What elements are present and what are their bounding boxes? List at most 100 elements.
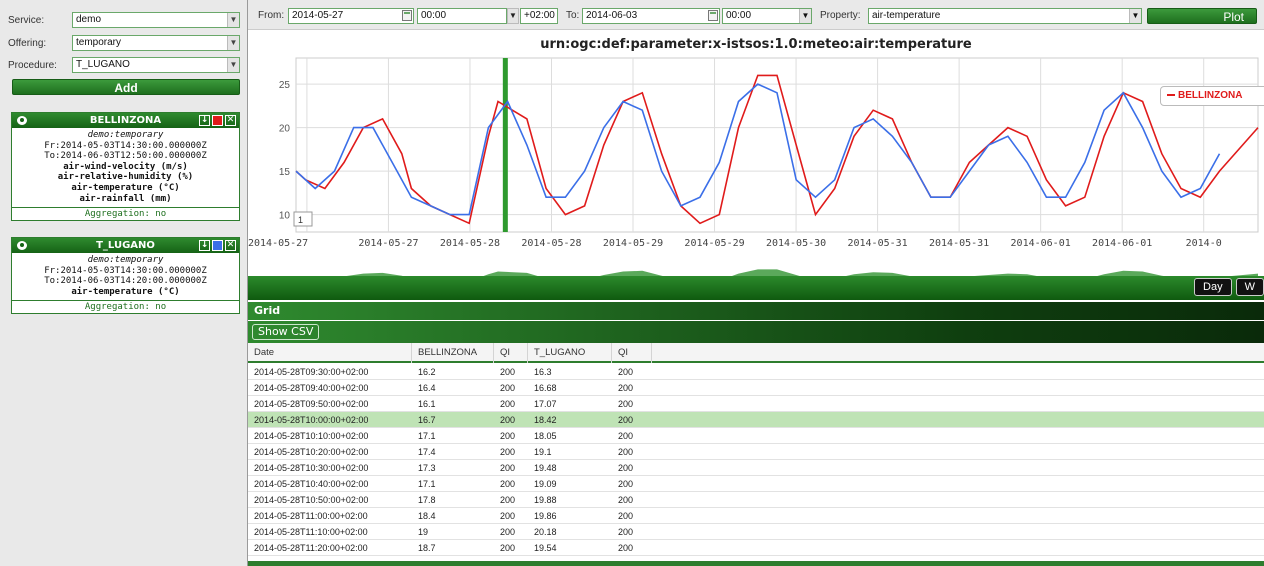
table-row[interactable]: 2014-05-28T10:20:00+02:00 17.4 200 19.1 200 xyxy=(248,444,1264,460)
table-cell: 16.3 xyxy=(534,367,552,377)
chart-area[interactable]: 10 15 20 25 2014-05-27 2014-05-27 2014-05-28 20… xyxy=(248,30,1264,282)
table-cell: 200 xyxy=(618,527,634,537)
card-body: demo:temporary Fr:2014-05-03T14:30:00.00… xyxy=(12,128,239,207)
service-label: Service: xyxy=(8,14,45,26)
period-week-button[interactable]: W xyxy=(1235,278,1264,296)
table-cell: 16.4 xyxy=(418,383,436,393)
table-cell: 17.4 xyxy=(418,447,436,457)
color-swatch[interactable] xyxy=(212,240,223,251)
table-row[interactable]: 2014-05-28T09:50:00+02:00 16.1 200 17.07 200 xyxy=(248,396,1264,412)
from-time-value: 00:00 xyxy=(421,10,447,21)
column-header-bellinzona[interactable]: BELLINZONA xyxy=(412,343,494,363)
table-row[interactable]: 2014-05-28T11:20:00+02:00 18.7 200 19.54 200 xyxy=(248,540,1264,556)
table-cell: 200 xyxy=(618,495,634,505)
x-tick-label: 2014-05-29 xyxy=(684,238,744,249)
eye-icon[interactable] xyxy=(17,241,27,250)
table-cell: 19.09 xyxy=(534,479,557,489)
period-day-button[interactable]: Day xyxy=(1194,278,1232,296)
calendar-icon[interactable] xyxy=(402,10,412,21)
procedure-card-t-lugano: T_LUGANO ↓ ✕ demo:temporary Fr:2014-05-0… xyxy=(11,237,240,315)
procedure-select[interactable]: T_LUGANO ▼ xyxy=(72,57,240,73)
table-cell: 200 xyxy=(500,543,516,553)
chevron-down-icon[interactable]: ▼ xyxy=(1129,9,1141,23)
chart-legend[interactable]: BELLINZONA xyxy=(1160,86,1264,106)
download-icon[interactable]: ↓ xyxy=(199,115,210,126)
x-tick-label: 2014-05-28 xyxy=(521,238,581,249)
table-row[interactable]: 2014-05-28T10:50:00+02:00 17.8 200 19.88 200 xyxy=(248,492,1264,508)
from-time-input[interactable]: 00:00 xyxy=(417,8,507,24)
table-cell: 18.4 xyxy=(418,511,436,521)
table-cell: 200 xyxy=(500,415,516,425)
chevron-down-icon[interactable]: ▼ xyxy=(227,58,239,72)
offering-value: temporary xyxy=(76,37,122,48)
range-indicator-label: 1 xyxy=(298,215,303,225)
card-property[interactable]: air-rainfall (mm) xyxy=(79,193,172,204)
table-cell: 2014-05-28T09:30:00+02:00 xyxy=(254,367,369,377)
table-cell: 16.1 xyxy=(418,399,436,409)
navigator-band[interactable] xyxy=(248,276,1264,300)
download-icon[interactable]: ↓ xyxy=(199,240,210,251)
card-tools: ↓ ✕ xyxy=(199,115,236,126)
column-header-date[interactable]: Date xyxy=(248,343,412,363)
card-title: BELLINZONA xyxy=(89,115,162,126)
column-header-qi[interactable]: QI xyxy=(612,343,652,363)
property-label: Property: xyxy=(820,10,861,21)
eye-icon[interactable] xyxy=(17,116,27,125)
x-tick-label: 2014-05-29 xyxy=(603,238,663,249)
column-header-qi[interactable]: QI xyxy=(494,343,528,363)
card-to: To:2014-06-03T14:20:00.000000Z xyxy=(44,276,207,287)
calendar-icon[interactable] xyxy=(708,10,718,21)
x-tick-label: 2014-05-27 xyxy=(358,238,418,249)
card-property[interactable]: air-relative-humidity (%) xyxy=(57,172,194,183)
timezone-input[interactable]: +02:00 xyxy=(520,8,558,24)
to-date-input[interactable]: 2014-06-03 xyxy=(582,8,720,24)
chevron-down-icon[interactable]: ▼ xyxy=(227,13,239,27)
card-aggregation[interactable]: Aggregation: no xyxy=(12,207,239,220)
range-indicator xyxy=(293,211,313,227)
table-row[interactable]: 2014-05-28T10:40:00+02:00 17.1 200 19.09 200 xyxy=(248,476,1264,492)
offering-row: Offering: xyxy=(8,35,70,51)
card-subtitle: demo:temporary xyxy=(87,130,164,140)
table-row[interactable]: 2014-05-28T11:10:00+02:00 19 200 20.18 200 xyxy=(248,524,1264,540)
chevron-down-icon[interactable]: ▼ xyxy=(227,36,239,50)
card-property[interactable]: air-temperature (°C) xyxy=(71,286,180,297)
table-row[interactable]: 2014-05-28T10:10:00+02:00 17.1 200 18.05 200 xyxy=(248,428,1264,444)
table-cell: 200 xyxy=(618,511,634,521)
property-select[interactable]: air-temperature ▼ xyxy=(868,8,1142,24)
close-icon[interactable]: ✕ xyxy=(225,115,236,126)
show-csv-button[interactable]: Show CSV xyxy=(252,324,320,340)
service-select[interactable]: demo ▼ xyxy=(72,12,240,28)
chevron-down-icon[interactable]: ▼ xyxy=(507,8,519,24)
temperature-chart[interactable]: 10 15 20 25 2014-05-27 2014-05-27 2014-05-28 20… xyxy=(248,30,1264,276)
card-property[interactable]: air-temperature (°C) xyxy=(71,182,180,193)
plot-button[interactable]: Plot xyxy=(1147,8,1257,24)
column-header-t-lugano[interactable]: T_LUGANO xyxy=(528,343,612,363)
offering-select[interactable]: temporary ▼ xyxy=(72,35,240,51)
add-button[interactable]: Add xyxy=(12,79,240,95)
table-body: 2014-05-28T09:30:00+02:00 16.2 200 16.3 200 2… xyxy=(248,364,1264,556)
plot-area xyxy=(295,57,1259,233)
table-cell: 17.3 xyxy=(418,463,436,473)
table-row[interactable]: 2014-05-28T10:00:00+02:00 16.7 200 18.42 200 xyxy=(248,412,1264,428)
chevron-down-icon[interactable]: ▼ xyxy=(799,9,811,23)
selection-marker xyxy=(502,58,508,232)
table-row[interactable]: 2014-05-28T09:30:00+02:00 16.2 200 16.3 200 xyxy=(248,364,1264,380)
table-row[interactable]: 2014-05-28T10:30:00+02:00 17.3 200 19.48 200 xyxy=(248,460,1264,476)
table-row[interactable]: 2014-05-28T11:00:00+02:00 18.4 200 19.86 200 xyxy=(248,508,1264,524)
card-aggregation[interactable]: Aggregation: no xyxy=(12,300,239,313)
to-time-input[interactable]: 00:00 ▼ xyxy=(722,8,812,24)
color-swatch[interactable] xyxy=(212,115,223,126)
table-cell: 200 xyxy=(500,527,516,537)
table-cell: 2014-05-28T09:50:00+02:00 xyxy=(254,399,369,409)
table-cell: 2014-05-28T10:20:00+02:00 xyxy=(254,447,369,457)
card-header: T_LUGANO ↓ ✕ xyxy=(12,238,239,253)
from-date-input[interactable]: 2014-05-27 xyxy=(288,8,414,24)
series-line-t-lugano xyxy=(295,83,1221,216)
service-row: Service: xyxy=(8,12,70,28)
period-buttons: Day W xyxy=(1194,276,1264,298)
table-row[interactable]: 2014-05-28T09:40:00+02:00 16.4 200 16.68 200 xyxy=(248,380,1264,396)
card-property[interactable]: air-wind-velocity (m/s) xyxy=(63,161,188,172)
close-icon[interactable]: ✕ xyxy=(225,240,236,251)
table-cell: 2014-05-28T10:40:00+02:00 xyxy=(254,479,369,489)
card-to: To:2014-06-03T12:50:00.000000Z xyxy=(44,151,207,162)
